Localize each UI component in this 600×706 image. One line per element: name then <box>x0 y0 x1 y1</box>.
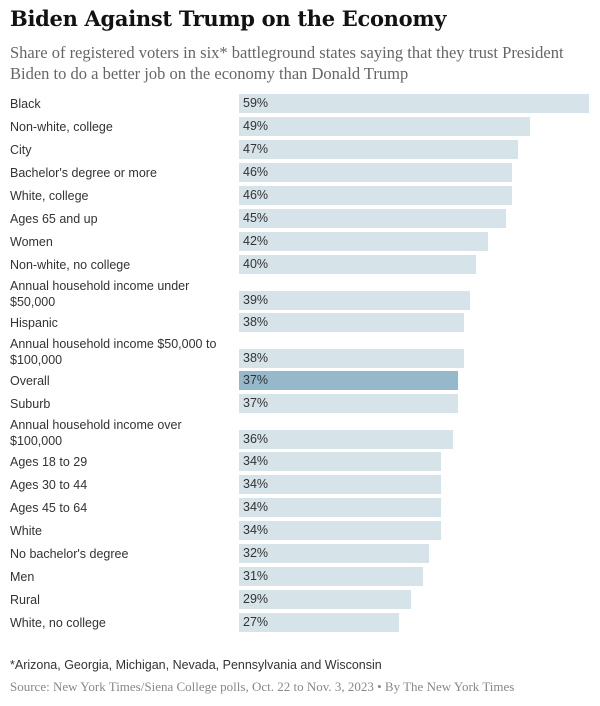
bar-row: Ages 18 to 29 34% <box>0 452 600 475</box>
bar <box>239 590 412 609</box>
bar <box>239 430 453 449</box>
footnote: *Arizona, Georgia, Michigan, Nevada, Pen… <box>10 658 382 672</box>
value-label: 59% <box>243 96 269 110</box>
value-label: 27% <box>243 615 269 629</box>
source-credit: Source: New York Times/Siena College pol… <box>10 679 515 694</box>
bar-row: Ages 30 to 44 34% <box>0 475 600 498</box>
bar-row: Annual household income $50,000 to $100,… <box>0 336 600 371</box>
value-label: 45% <box>243 211 269 225</box>
category-label: Ages 45 to 64 <box>10 501 88 515</box>
bar <box>239 163 512 182</box>
value-label: 42% <box>243 234 269 248</box>
bar-row: Non-white, no college 40% <box>0 255 600 278</box>
chart-subtitle: Share of registered voters in six* battl… <box>10 43 564 83</box>
value-label: 46% <box>243 165 269 179</box>
value-label: 32% <box>243 546 269 560</box>
bar-row: Annual household income under $50,000 39% <box>0 278 600 313</box>
bar-row: Annual household income over $100,000 36% <box>0 417 600 452</box>
value-label: 31% <box>243 569 269 583</box>
bar-row: Rural 29% <box>0 590 600 613</box>
value-label: 47% <box>243 142 269 156</box>
bar <box>239 475 441 494</box>
category-label: Ages 30 to 44 <box>10 478 88 492</box>
bar-row: Men 31% <box>0 567 600 590</box>
bar <box>239 613 400 632</box>
category-label: Rural <box>10 593 40 607</box>
value-label: 29% <box>243 592 269 606</box>
bar <box>239 521 441 540</box>
value-label: 34% <box>243 454 269 468</box>
bar-row: Suburb 37% <box>0 394 600 417</box>
bar <box>239 186 512 205</box>
bar <box>239 544 429 563</box>
value-label: 34% <box>243 477 269 491</box>
category-label: Men <box>10 570 35 584</box>
bar-row: Bachelor's degree or more 46% <box>0 163 600 186</box>
value-label: 38% <box>243 315 269 329</box>
value-label: 34% <box>243 500 269 514</box>
category-label: Bachelor's degree or more <box>10 166 157 180</box>
category-label: Hispanic <box>10 316 58 330</box>
value-label: 34% <box>243 523 269 537</box>
bar <box>239 94 589 113</box>
value-label: 40% <box>243 257 269 271</box>
category-label: White, college <box>10 189 89 203</box>
category-label: Suburb <box>10 397 51 411</box>
bar-row: Ages 45 to 64 34% <box>0 498 600 521</box>
category-label: Overall <box>10 374 50 388</box>
bar <box>239 349 465 368</box>
category-label: No bachelor's degree <box>10 547 129 561</box>
category-label: White <box>10 524 42 538</box>
category-label: City <box>10 143 32 157</box>
category-label: Black <box>10 97 41 111</box>
category-label: White, no college <box>10 616 106 630</box>
bar <box>239 313 465 332</box>
value-label: 46% <box>243 188 269 202</box>
bar <box>239 117 530 136</box>
category-label: Ages 65 and up <box>10 212 98 226</box>
bar <box>239 232 489 251</box>
bar-row: White, college 46% <box>0 186 600 209</box>
value-label: 49% <box>243 119 269 133</box>
value-label: 39% <box>243 293 269 307</box>
bar <box>239 255 477 274</box>
bar-row: Non-white, college 49% <box>0 117 600 140</box>
bar-row: Black 59% <box>0 94 600 117</box>
category-label: Non-white, no college <box>10 258 131 272</box>
bar <box>239 498 441 517</box>
bar-row: No bachelor's degree 32% <box>0 544 600 567</box>
bar <box>239 452 441 471</box>
bar <box>239 291 471 310</box>
bar-row: White 34% <box>0 521 600 544</box>
value-label: 37% <box>243 373 269 387</box>
bar-row: Women 42% <box>0 232 600 255</box>
category-label: Annual household income under $50,000 <box>10 279 190 309</box>
chart-title: Biden Against Trump on the Economy <box>10 6 447 31</box>
category-label: Annual household income over $100,000 <box>10 418 182 448</box>
category-label: Annual household income $50,000 to $100,… <box>10 337 217 367</box>
bar-row: Hispanic 38% <box>0 313 600 336</box>
category-label: Ages 18 to 29 <box>10 455 88 469</box>
category-label: Non-white, college <box>10 120 113 134</box>
bar <box>239 394 459 413</box>
bar-row: City 47% <box>0 140 600 163</box>
bar <box>239 140 518 159</box>
value-label: 38% <box>243 351 269 365</box>
bar <box>239 567 423 586</box>
value-label: 37% <box>243 396 269 410</box>
bar-row: Ages 65 and up 45% <box>0 209 600 232</box>
value-label: 36% <box>243 432 269 446</box>
category-label: Women <box>10 235 53 249</box>
bar-row: White, no college 27% <box>0 613 600 636</box>
bar-row: Overall 37% <box>0 371 600 394</box>
bar <box>239 209 506 228</box>
bar-highlighted <box>239 371 459 390</box>
